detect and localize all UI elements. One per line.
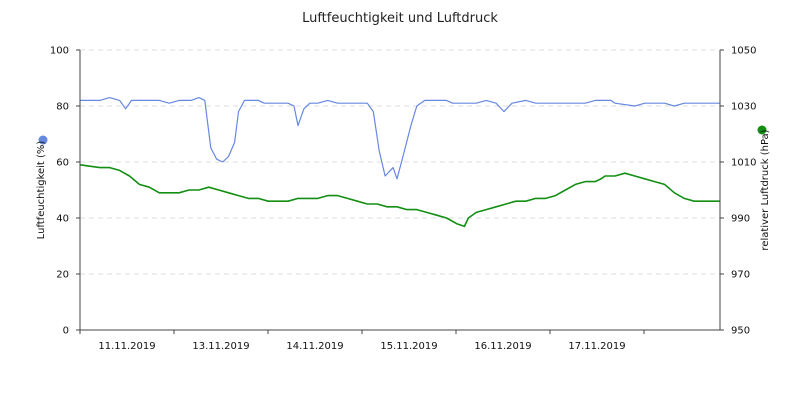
right-y-tick-label: 1050 — [731, 46, 756, 57]
right-y-tick-label: 970 — [731, 270, 750, 281]
right-y-tick-label: 1030 — [731, 102, 756, 113]
right-y-axis-label: relativer Luftdruck (hPa) — [760, 129, 771, 250]
left-y-tick-label: 20 — [56, 270, 69, 281]
left-y-axis-label: Luftfeuchtigkeit (%) — [36, 141, 47, 240]
left-y-tick-label: 60 — [56, 158, 69, 169]
humidity-series-line — [80, 97, 720, 180]
axes — [79, 50, 721, 331]
x-tick-label: 11.11.2019 — [98, 341, 155, 352]
right-y-tick-label: 1010 — [731, 158, 756, 169]
plot-area — [79, 97, 720, 228]
x-axis-ticks: 11.11.2019 13.11.2019 14.11.2019 15.11.2019… — [79, 330, 645, 352]
pressure-legend-marker — [757, 125, 767, 135]
left-y-tick-label: 0 — [63, 326, 69, 337]
chart-title: Luftfeuchtigkeit und Luftdruck — [302, 11, 498, 26]
pressure-series-line — [79, 164, 720, 228]
x-tick-label: 16.11.2019 — [474, 341, 531, 352]
humidity-legend-marker — [38, 135, 48, 145]
x-tick-label: 13.11.2019 — [192, 341, 249, 352]
x-tick-label: 15.11.2019 — [380, 341, 437, 352]
x-tick-label: 17.11.2019 — [568, 341, 625, 352]
gridlines — [80, 49, 720, 275]
right-y-tick-label: 950 — [731, 326, 750, 337]
right-y-tick-label: 990 — [731, 214, 750, 225]
x-tick-label: 14.11.2019 — [286, 341, 343, 352]
left-y-tick-label: 80 — [56, 102, 69, 113]
left-y-tick-label: 100 — [50, 46, 69, 57]
left-y-axis-ticks: 0 20 40 60 80 100 — [50, 46, 80, 337]
right-y-axis-ticks: 950 970 990 1010 1030 1050 — [720, 46, 756, 337]
left-y-tick-label: 40 — [56, 214, 69, 225]
